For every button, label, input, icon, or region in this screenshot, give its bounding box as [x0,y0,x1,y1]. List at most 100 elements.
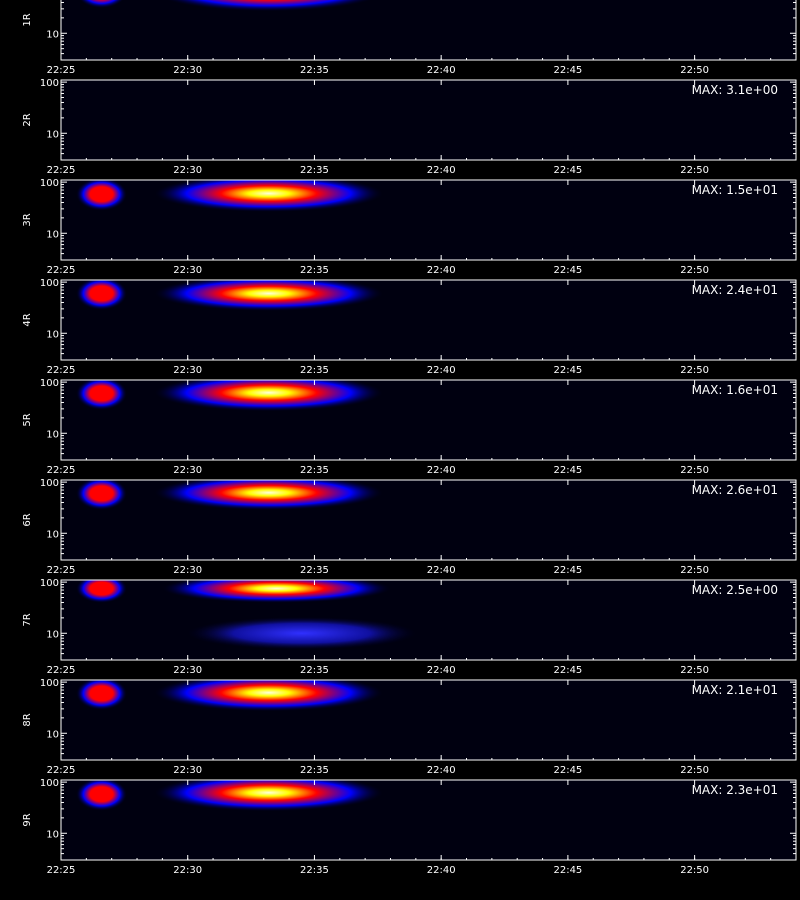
plot-background [61,0,796,60]
x-tick-label: 22:35 [300,65,329,76]
y-tick-label: 100 [40,778,59,789]
panel-ylabel: 3R [22,213,33,226]
x-tick-label: 22:25 [47,865,76,876]
y-tick-label: 10 [46,629,59,640]
x-tick-label: 22:50 [680,65,709,76]
panel-frame [60,779,797,861]
max-value-label: MAX: 3.1e+00 [692,83,778,97]
panel-frame [60,679,797,761]
max-value-label: MAX: 1.6e+01 [692,383,778,397]
intensity-blob [154,480,383,511]
max-value-label: MAX: 1.5e+01 [692,183,778,197]
x-tick-label: 22:40 [427,765,456,776]
x-tick-label: 22:40 [427,865,456,876]
panel-ylabel: 1R [22,13,33,26]
intensity-blob [154,180,383,212]
x-tick-label: 22:35 [300,265,329,276]
intensity-blob [165,0,372,12]
heatmap-layer [76,680,383,712]
x-tick-label: 22:30 [173,565,202,576]
x-tick-label: 22:50 [680,565,709,576]
x-tick-label: 22:35 [300,865,329,876]
x-tick-label: 22:40 [427,265,456,276]
y-tick-label: 100 [40,678,59,689]
x-tick-label: 22:45 [553,65,582,76]
heatmap-layer [76,580,416,650]
x-tick-label: 22:50 [680,465,709,476]
x-tick-label: 22:35 [300,465,329,476]
x-tick-label: 22:30 [173,265,202,276]
panel-frame [60,379,797,461]
panel-ylabel: 2R [22,113,33,126]
x-tick-label: 22:45 [553,765,582,776]
x-tick-label: 22:35 [300,165,329,176]
x-tick-label: 22:30 [173,665,202,676]
x-tick-label: 22:45 [553,265,582,276]
x-tick-label: 22:30 [173,865,202,876]
intensity-blob [76,280,127,310]
panel-9R: 22:25 22:30 22:35 22:40 22:45 22:50 100 10 9R MAX… [22,778,797,876]
panel-frame [60,279,797,361]
heatmap-layer [76,380,383,412]
max-value-label: MAX: 2.5e+00 [692,583,778,597]
x-tick-label: 22:25 [47,365,76,376]
x-tick-label: 22:30 [173,765,202,776]
x-tick-label: 22:45 [553,865,582,876]
intensity-blob [76,480,127,510]
x-tick-label: 22:40 [427,65,456,76]
panel-ylabel: 9R [22,813,33,826]
panel-frame [60,179,797,261]
y-tick-label: 100 [40,178,59,189]
y-tick-label: 10 [46,229,59,240]
x-tick-label: 22:50 [680,365,709,376]
heatmap-layer [76,280,383,311]
panel-frame [60,479,797,561]
panel-ylabel: 7R [22,613,33,626]
x-tick-label: 22:40 [427,565,456,576]
y-tick-label: 10 [46,529,59,540]
intensity-blob [162,580,391,603]
panel-8R: 22:25 22:30 22:35 22:40 22:45 22:50 100 10 8R MAX… [22,678,797,776]
x-tick-label: 22:45 [553,365,582,376]
x-tick-label: 22:25 [47,65,76,76]
plot-background [61,80,796,160]
x-tick-label: 22:25 [47,265,76,276]
x-tick-label: 22:35 [300,565,329,576]
x-tick-label: 22:35 [300,765,329,776]
x-tick-label: 22:40 [427,465,456,476]
y-tick-label: 10 [46,129,59,140]
y-tick-label: 100 [40,478,59,489]
x-tick-label: 22:50 [680,265,709,276]
x-tick-label: 22:45 [553,165,582,176]
panel-1R: 22:2522:3022:3522:4022:4522:50100101RMAX… [22,0,797,76]
x-tick-label: 22:40 [427,365,456,376]
max-value-label: MAX: 2.4e+01 [692,283,778,297]
heatmap-layer [76,780,383,812]
panel-5R: 22:25 22:30 22:35 22:40 22:45 22:50 100 10 5R MAX… [22,378,797,476]
x-tick-label: 22:25 [47,665,76,676]
x-tick-label: 22:45 [553,665,582,676]
intensity-blob [154,380,383,412]
y-tick-label: 100 [40,578,59,589]
max-value-label: MAX: 2.6e+01 [692,483,778,497]
intensity-blob [76,780,127,811]
x-tick-label: 22:40 [427,165,456,176]
max-value-label: MAX: 2.3e+01 [692,783,778,797]
intensity-blob [76,680,127,710]
panel-ylabel: 5R [22,413,33,426]
x-tick-label: 22:50 [680,865,709,876]
y-tick-label: 10 [46,429,59,440]
panel-frame [60,0,797,61]
panel-4R: 22:25 22:30 22:35 22:40 22:45 22:50 100 10 4R MAX… [22,278,797,376]
y-tick-label: 10 [46,729,59,740]
x-tick-label: 22:45 [553,465,582,476]
x-tick-label: 22:30 [173,365,202,376]
x-tick-label: 22:25 [47,465,76,476]
x-tick-label: 22:50 [680,665,709,676]
intensity-blob [79,0,124,9]
panel-2R: 22:25 22:30 22:35 22:40 22:45 22:50 100 10 2R MAX… [22,78,797,176]
intensity-blob [154,780,383,812]
x-tick-label: 22:25 [47,765,76,776]
x-tick-label: 22:35 [300,665,329,676]
